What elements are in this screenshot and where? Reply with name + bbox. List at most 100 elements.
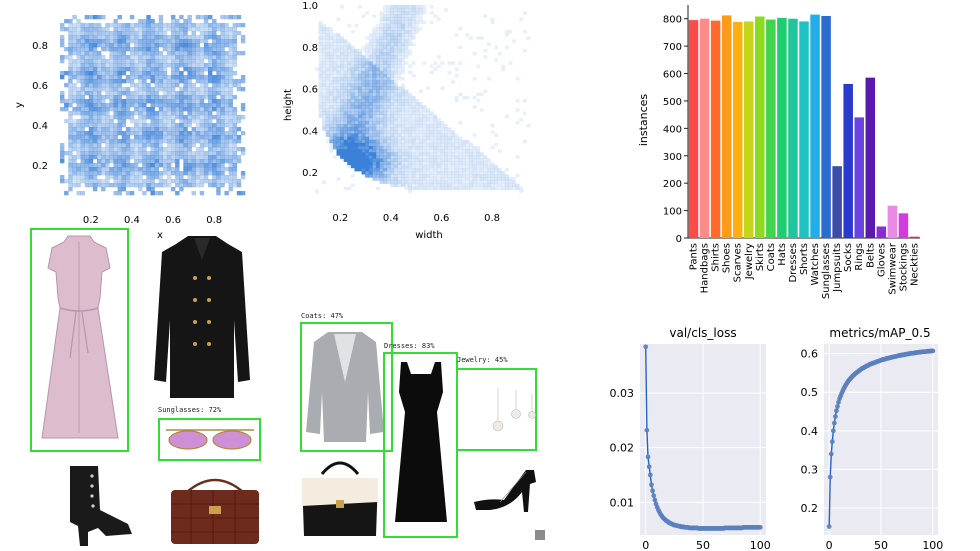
wh-heatmap-cell: [365, 58, 370, 62]
xy-heatmap-cell: [212, 87, 217, 92]
wh-heatmap-cell: [393, 111, 398, 115]
xy-heatmap-cell: [109, 119, 114, 124]
loss-data-point: [643, 344, 649, 350]
wh-heatmap-cell: [350, 30, 355, 34]
xy-heatmap-cell: [84, 171, 90, 176]
xy-heatmap-cell: [142, 95, 147, 100]
xy-heatmap-cell: [191, 31, 196, 36]
xy-heatmap-cell: [68, 127, 73, 132]
xy-heatmap-cell: [80, 43, 85, 48]
xy-heatmap-cell: [92, 51, 98, 56]
wh-heatmap-cell: [422, 61, 427, 65]
xy-heatmap-cell: [84, 35, 90, 40]
wh-heatmap-cell: [393, 61, 398, 65]
wh-heatmap-cell: [347, 111, 352, 115]
wh-heatmap-cell: [350, 155, 355, 159]
wh-heatmap-cell: [429, 180, 434, 184]
xy-heatmap-cell: [187, 147, 192, 152]
xy-heatmap-cell: [129, 91, 135, 96]
wh-heatmap-cell: [469, 158, 473, 162]
map-y-tick-label: 0.4: [801, 425, 819, 438]
wh-heatmap-cell: [322, 105, 327, 109]
wh-heatmap-cell: [426, 117, 430, 122]
xy-heatmap-cell: [212, 127, 217, 132]
wh-heatmap-cell: [494, 45, 499, 50]
xy-heatmap-cell: [134, 55, 139, 60]
xy-heatmap-cell: [162, 59, 168, 64]
xy-heatmap-cell: [72, 91, 77, 96]
wh-heatmap-cell: [479, 180, 484, 184]
xy-heatmap-cell: [216, 91, 221, 96]
wh-heatmap-cell: [322, 117, 327, 122]
wh-heatmap-cell: [440, 152, 445, 156]
xy-heatmap-cell: [80, 135, 85, 140]
wh-heatmap-cell: [408, 180, 413, 184]
xy-heatmap-cell: [228, 143, 233, 148]
xy-heatmap-cell: [162, 67, 168, 72]
xy-heatmap-cell: [97, 111, 102, 116]
wh-heatmap-cell: [322, 180, 327, 184]
xy-heatmap-cell: [232, 51, 238, 56]
wh-heatmap-cell: [379, 142, 384, 147]
xy-heatmap-cell: [212, 147, 217, 152]
xy-heatmap-cell: [150, 51, 155, 56]
xy-heatmap-cell: [125, 131, 131, 136]
wh-heatmap-cell: [408, 26, 413, 31]
xy-heatmap-cell: [101, 55, 106, 60]
wh-heatmap-cell: [375, 33, 380, 37]
xy-heatmap-cell: [64, 71, 69, 76]
xy-heatmap-cell: [72, 43, 77, 48]
xy-heatmap-cell: [179, 23, 184, 28]
xy-heatmap-cell: [138, 95, 143, 100]
xy-heatmap-cell: [129, 63, 135, 68]
wh-heatmap-cell: [386, 174, 391, 178]
xy-heatmap-cell: [76, 167, 81, 172]
xy-heatmap-cell: [105, 167, 110, 172]
xy-heatmap-cell: [138, 103, 143, 108]
wh-heatmap-cell: [386, 5, 391, 9]
wh-heatmap-cell: [490, 177, 495, 181]
wh-heatmap-cell: [429, 136, 434, 141]
xy-heatmap-cell: [121, 55, 127, 60]
xy-heatmap-cell: [224, 135, 229, 140]
wh-heatmap-cell: [415, 177, 420, 181]
wh-heatmap-cell: [343, 39, 348, 43]
wh-heatmap-cell: [408, 5, 413, 9]
xy-heatmap-cell: [84, 75, 90, 80]
wh-heatmap-cell: [418, 8, 423, 12]
xy-heatmap-cell: [224, 91, 229, 96]
xy-heatmap-cell: [117, 115, 122, 120]
xy-heatmap-cell: [216, 27, 221, 32]
wh-heatmap-cell: [336, 142, 341, 147]
xy-heatmap-cell: [113, 35, 118, 40]
xy-heatmap-cell: [171, 51, 176, 56]
wh-heatmap-cell: [504, 177, 509, 181]
wh-heatmap-cell: [372, 64, 377, 68]
wh-heatmap-cell: [365, 64, 370, 68]
xy-heatmap-cell: [146, 139, 151, 144]
xy-heatmap-cell: [187, 87, 192, 92]
wh-heatmap-cell: [368, 161, 373, 166]
xy-heatmap-cell: [224, 155, 229, 160]
wh-heatmap-cell: [415, 161, 420, 166]
wh-heatmap-cell: [404, 36, 409, 40]
xy-heatmap-cell: [171, 111, 176, 116]
map-data-point: [834, 408, 839, 414]
xy-heatmap-cell: [166, 111, 172, 116]
xy-heatmap-cell: [60, 179, 65, 184]
wh-heatmap-cell: [408, 167, 413, 172]
loss-data-point: [647, 472, 653, 478]
wh-heatmap-cell: [426, 142, 430, 147]
xy-heatmap-cell: [150, 115, 155, 120]
wh-heatmap-cell: [415, 149, 420, 153]
xy-heatmap-cell: [175, 71, 180, 76]
wh-heatmap-cell: [318, 108, 323, 112]
xy-heatmap-cell: [216, 191, 221, 196]
xy-heatmap-cell: [88, 75, 94, 80]
xy-heatmap-cell: [80, 75, 85, 80]
wh-heatmap-cell: [404, 102, 409, 106]
wh-heatmap-cell: [361, 95, 366, 100]
wh-heatmap-cell: [447, 174, 452, 178]
xy-heatmap-cell: [97, 99, 102, 104]
wh-heatmap-cell: [325, 89, 330, 94]
